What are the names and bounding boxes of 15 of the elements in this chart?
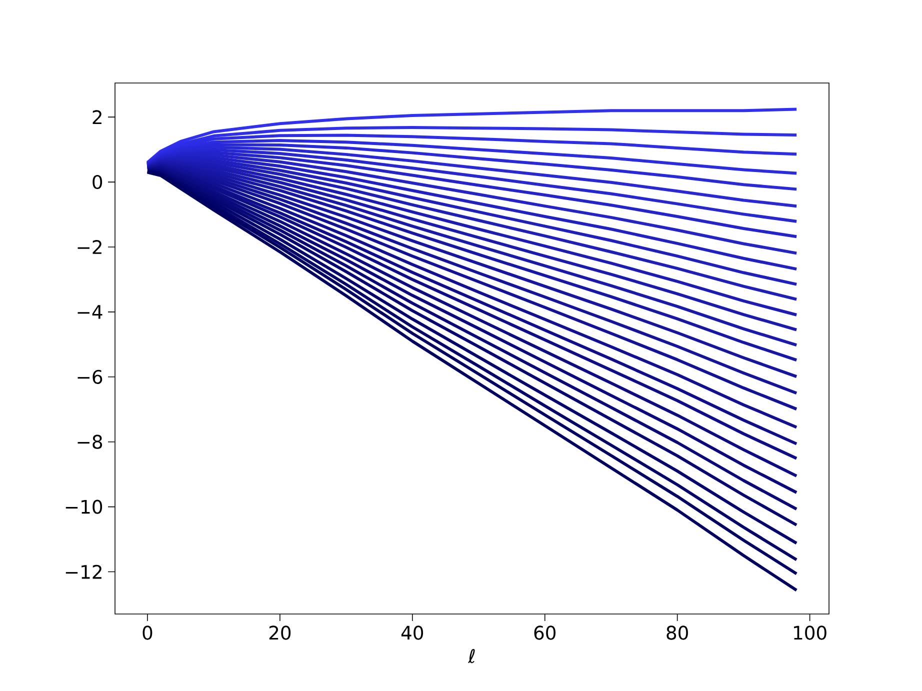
x-tick-label: 100	[794, 626, 826, 640]
y-tick-label: −8	[78, 434, 102, 449]
y-tick-label: 2	[92, 110, 102, 124]
x-tick-label: 80	[666, 626, 688, 640]
x-tick-label: 60	[534, 626, 556, 640]
x-tick-label: 20	[269, 626, 291, 640]
y-tick-label: −2	[78, 240, 102, 254]
y-tick-label: −10	[66, 500, 102, 514]
y-tick-label: −4	[78, 305, 102, 319]
y-tick-label: −12	[66, 564, 102, 579]
x-tick-label: 0	[142, 626, 152, 640]
x-tick-label: 40	[401, 626, 424, 640]
y-tick-label: −6	[78, 370, 102, 384]
y-tick-label: 0	[92, 174, 102, 190]
x-axis-title: ℓ	[468, 648, 475, 664]
